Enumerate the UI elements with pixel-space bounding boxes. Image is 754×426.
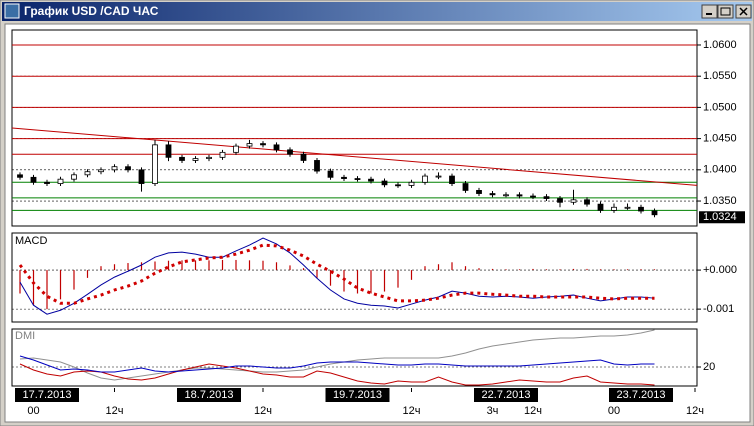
date-box (474, 388, 538, 402)
candle-body (368, 178, 374, 182)
candle-body (44, 181, 50, 184)
candle-body (503, 194, 509, 197)
last-price-label: 1.0324 (703, 211, 737, 223)
candle-body (449, 175, 455, 184)
window-buttons[interactable] (701, 4, 752, 19)
date-box (15, 388, 79, 402)
candle-body (543, 196, 550, 199)
panel-label: MACD (15, 235, 47, 247)
candle-body (597, 203, 604, 211)
candle-body (98, 169, 104, 173)
candle-body (570, 199, 577, 203)
indicator-line (19, 363, 655, 386)
x-tick-label: 00 (608, 405, 620, 417)
candle-body (111, 166, 118, 171)
candle-body (476, 190, 482, 194)
x-tick-label: 3ч (487, 405, 499, 417)
candle-body (314, 160, 320, 172)
candle-body (489, 193, 496, 196)
y-tick-label: 1.0450 (703, 133, 737, 145)
trend-line (11, 127, 698, 186)
dmi-panel (11, 328, 698, 387)
candle-body (381, 180, 388, 186)
candle-body (557, 198, 563, 203)
date-label: 18.7.2013 (185, 389, 234, 401)
candle-body (287, 149, 293, 155)
maximize-button[interactable] (717, 4, 734, 19)
candle-body (125, 166, 131, 171)
x-tick-label: 12ч (403, 405, 421, 417)
candle-body (638, 206, 644, 212)
candle-body (273, 144, 280, 151)
window-title: График USD /CAD ЧАС (24, 4, 159, 18)
candle-body (30, 176, 37, 183)
date-label: 22.7.2013 (482, 389, 531, 401)
candle-body (422, 175, 428, 183)
date-label: 17.7.2013 (23, 389, 72, 401)
candle-body (165, 144, 172, 158)
y-tick-label: 20 (703, 361, 715, 373)
app-icon (4, 3, 20, 19)
indicator-line (18, 243, 655, 305)
indicator-line (19, 355, 655, 373)
candle-body (395, 184, 401, 187)
candle-body (84, 171, 91, 176)
close-icon (739, 7, 748, 16)
date-box (609, 388, 673, 402)
title-bar (2, 2, 752, 21)
x-tick-label: 12ч (106, 405, 124, 417)
candle-body (530, 195, 536, 198)
x-tick-label: 12ч (254, 405, 272, 417)
date-box (177, 388, 241, 402)
y-tick-label: 1.0400 (703, 164, 737, 176)
date-label: 19.7.2013 (333, 389, 382, 401)
y-tick-label: 1.0550 (703, 70, 737, 82)
candle-body (57, 178, 64, 184)
candle-body (462, 183, 469, 191)
x-tick-label: 12ч (686, 405, 704, 417)
candle-body (611, 206, 617, 211)
candle-body (408, 181, 415, 186)
candle-body (260, 143, 266, 146)
candle-body (516, 194, 523, 197)
candle-body (138, 169, 145, 184)
candle-body (327, 170, 334, 178)
candle-body (233, 145, 239, 153)
last-price-box (699, 211, 745, 224)
candle-body (354, 178, 361, 180)
candle-body (152, 144, 158, 184)
macd-panel (11, 232, 698, 323)
candle-body (71, 174, 77, 180)
candle-body (651, 210, 658, 216)
y-tick-label: -0.001 (703, 303, 734, 315)
panel-label: DMI (15, 330, 35, 342)
candle-body (192, 158, 199, 161)
y-tick-label: 1.0500 (703, 101, 737, 113)
candle-body (624, 206, 631, 209)
date-label: 23.7.2013 (617, 389, 666, 401)
candle-body (584, 199, 590, 205)
candle-body (17, 174, 23, 178)
y-tick-label: 1.0350 (703, 195, 737, 207)
minimize-button[interactable] (701, 4, 718, 19)
candle-body (246, 143, 253, 147)
x-tick-label: 12ч (524, 405, 542, 417)
candle-body (219, 151, 226, 158)
candle-body (341, 176, 347, 179)
y-tick-label: 1.0600 (703, 39, 737, 51)
y-tick-label: +0.000 (703, 264, 737, 276)
maximize-icon (720, 7, 731, 16)
candle-body (435, 175, 442, 178)
candle-body (206, 156, 212, 159)
candle-body (179, 156, 185, 161)
x-tick-label: 00 (27, 405, 39, 417)
price-panel (11, 29, 698, 227)
date-box (325, 388, 390, 402)
candle-body (300, 153, 307, 161)
